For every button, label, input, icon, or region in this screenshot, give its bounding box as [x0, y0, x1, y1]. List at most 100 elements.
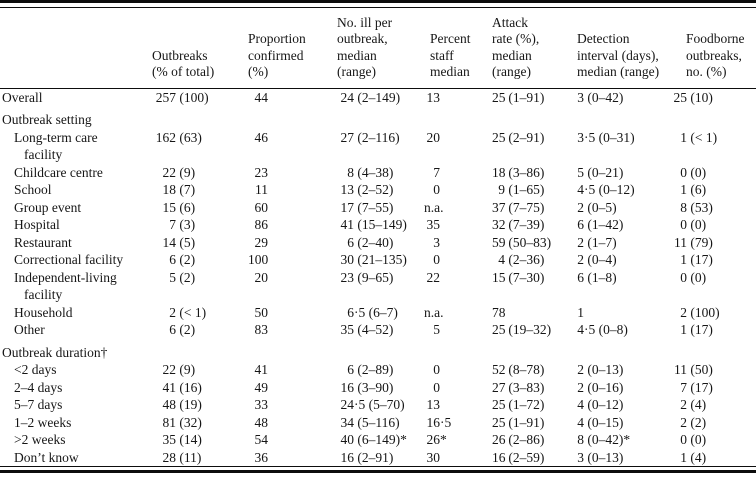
cell-range: (0–42) — [584, 89, 624, 105]
data-cell: 30 (21–135) — [337, 251, 424, 269]
data-cell — [672, 106, 756, 129]
cell-number: 4 — [498, 252, 505, 267]
cell-number: 1 — [680, 252, 687, 267]
cell-number: 48 — [254, 414, 269, 430]
cell-number: 40 — [340, 432, 355, 447]
row-label: Don’t know — [14, 449, 79, 465]
data-cell: 16 (2–91) — [337, 449, 424, 467]
cell-range: (16) — [176, 379, 202, 395]
row-label: <2 days — [14, 362, 57, 377]
table-row: Household 2 (< 1) 50 6·5 (6–7) n.a. 78 1 2 (100… — [0, 304, 756, 322]
cell-number: 1 — [680, 449, 687, 465]
cell-number: 2 — [577, 234, 584, 250]
column-header-detection-interval: Detection interval (days), median (range… — [577, 8, 672, 89]
cell-number: 25 — [492, 89, 506, 105]
data-cell: 0 — [424, 361, 492, 379]
data-cell: 0 (0) — [672, 431, 756, 449]
data-cell — [577, 106, 672, 129]
cell-range: (2–86) — [505, 432, 545, 447]
table-body: Overall 257 (100) 44 24 (2–149) 13 25 (1–91) 3… — [0, 88, 756, 466]
row-label: 2–4 days — [14, 379, 63, 395]
data-cell: 48 (19) — [152, 396, 248, 414]
data-cell: 16·5 — [424, 414, 492, 432]
data-cell: 20 — [424, 129, 492, 164]
data-cell: 1 (4) — [672, 449, 756, 467]
data-cell: 3 (0–42) — [577, 88, 672, 106]
cell-range: * — [440, 432, 447, 447]
data-cell: 100 — [248, 251, 337, 269]
table-row: <2 days 22 (9) 41 6 (2–89) 0 52 (8–78) 2 (0–13… — [0, 361, 756, 379]
data-cell: 16 (2–59) — [492, 449, 577, 467]
cell-number: 7 — [169, 217, 176, 232]
data-cell: 6·5 (6–7) — [337, 304, 424, 322]
cell-number: 41 — [162, 379, 177, 395]
data-cell: 25 (1–91) — [492, 414, 577, 432]
cell-range: (10) — [687, 89, 713, 105]
cell-number: 14 — [162, 234, 177, 250]
cell-range: (17) — [687, 322, 713, 337]
data-cell: 35 (4–52) — [337, 321, 424, 339]
cell-range: (1–65) — [505, 182, 545, 197]
cell-number: 6 — [347, 304, 354, 320]
data-cell: 1 — [577, 304, 672, 322]
cell-range: ·5 (0–12) — [584, 182, 635, 197]
cell-number: 26 — [492, 432, 506, 447]
header-row: Outbreaks (% of total) Proportion confir… — [0, 8, 756, 89]
data-cell: 162 (63) — [152, 129, 248, 164]
bottom-rule-thick — [0, 470, 756, 473]
cell-range: (0) — [687, 269, 707, 285]
cell-number: 60 — [254, 199, 269, 215]
cell-range: (100) — [687, 304, 720, 320]
cell-number: 7 — [433, 164, 440, 180]
cell-number: 257 — [155, 89, 176, 105]
outbreak-summary-table: Outbreaks (% of total) Proportion confir… — [0, 8, 756, 466]
cell-range: (0–13) — [584, 362, 624, 377]
cell-range: (9–65) — [354, 269, 394, 285]
row-label: Household — [14, 304, 73, 320]
cell-range: (19) — [176, 397, 202, 412]
cell-range: (4–52) — [354, 322, 394, 337]
data-cell: 8 (53) — [672, 199, 756, 217]
section-label: Outbreak duration† — [2, 344, 108, 360]
data-cell: 15 (7–30) — [492, 269, 577, 304]
data-cell: 46 — [248, 129, 337, 164]
data-cell: 13 (2–52) — [337, 181, 424, 199]
data-cell — [577, 339, 672, 362]
data-cell: 32 (7–39) — [492, 216, 577, 234]
cell-range: (50–83) — [505, 234, 552, 250]
bottom-rule-thin — [0, 466, 756, 467]
cell-number: 18 — [492, 164, 506, 180]
data-cell: 35 — [424, 216, 492, 234]
column-header-percent-staff: Percent staff median — [424, 8, 492, 89]
cell-number: 6 — [347, 362, 354, 377]
cell-number: 162 — [155, 129, 176, 145]
data-cell: 2 (100) — [672, 304, 756, 322]
row-label: Other — [14, 322, 45, 337]
cell-number: 0 — [433, 182, 440, 197]
cell-range: (0) — [687, 432, 707, 447]
cell-number: 35 — [340, 322, 355, 337]
data-cell — [337, 106, 424, 129]
cell-number: 6 — [577, 269, 584, 285]
data-cell: 60 — [248, 199, 337, 217]
data-cell — [424, 339, 492, 362]
data-cell: 8 (0–42)* — [577, 431, 672, 449]
cell-number: 0 — [433, 252, 440, 267]
cell-number: 17 — [340, 199, 355, 215]
cell-range: (9) — [176, 164, 196, 180]
data-cell: 52 (8–78) — [492, 361, 577, 379]
data-cell: 29 — [248, 234, 337, 252]
data-cell: 6 (2–89) — [337, 361, 424, 379]
cell-number: 35 — [162, 432, 177, 447]
data-cell: 1 (< 1) — [672, 129, 756, 164]
data-cell: 7 (17) — [672, 379, 756, 397]
cell-number: 0 — [433, 379, 440, 395]
cell-number: 5 — [169, 269, 176, 285]
cell-number: 29 — [254, 234, 269, 250]
cell-number: 81 — [162, 414, 177, 430]
data-cell: 40 (6–149)* — [337, 431, 424, 449]
cell-range: (0–15) — [584, 414, 624, 430]
data-cell: 22 — [424, 269, 492, 304]
cell-range: ·5 (6–7) — [354, 304, 398, 320]
